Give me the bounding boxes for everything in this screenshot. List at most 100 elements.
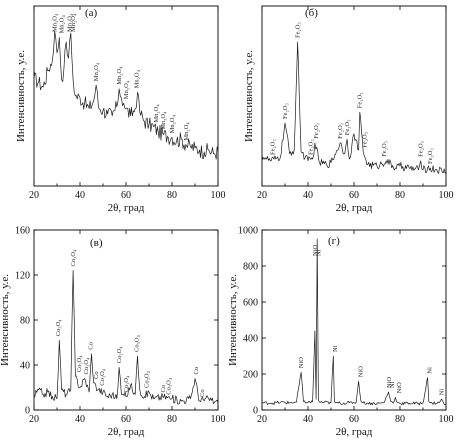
x-tick-label: 20 — [257, 414, 267, 425]
peak-label: Mn₂O₄ — [116, 66, 123, 85]
peak-label: Co — [160, 385, 167, 393]
chart-panel-c: 20 40 60 80 100 0 40 80 120 160 2θ, град Интенсивно… — [0, 226, 226, 439]
diffraction-trace — [261, 238, 447, 406]
x-tick-label: 40 — [303, 190, 313, 201]
x-tick-label: 100 — [211, 414, 226, 425]
peak-label: Mn₂O₄ — [93, 62, 100, 81]
x-tick-label: 60 — [121, 414, 131, 425]
peak-label: NiO — [357, 366, 364, 378]
peak-label: Ni — [389, 381, 396, 388]
peak-label: Co₃O₄ — [166, 377, 173, 395]
x-tick-label: 20 — [29, 190, 39, 201]
peak-label: Co₃O₄ — [123, 375, 130, 393]
x-tick-label: 80 — [395, 414, 405, 425]
x-tick-label: 100 — [439, 414, 454, 425]
x-tick-label: 80 — [395, 190, 405, 201]
y-tick-label: 200 — [243, 370, 258, 381]
y-tick-label: 160 — [15, 226, 30, 237]
peak-label: Co₃O₄ — [144, 370, 151, 388]
peak-label: Co₃O₄ — [133, 334, 140, 352]
y-tick-label: 80 — [20, 316, 30, 327]
y-axis-title: Интенсивность, у.е. — [0, 274, 11, 366]
x-tick-label: 40 — [75, 414, 85, 425]
peak-label: Co — [193, 367, 200, 375]
peak-label: Fe₂O₃ — [427, 148, 434, 164]
peak-label: NiO — [298, 357, 305, 369]
y-tick-label: 0 — [253, 406, 258, 417]
y-axis-title: Интенсивность, у.е. — [15, 50, 27, 142]
x-tick-label: 40 — [303, 414, 313, 425]
peak-label: Ni — [315, 249, 322, 256]
peak-label: Co₃O₄ — [99, 368, 106, 386]
peak-label: Fe₂O₃ — [381, 141, 388, 157]
y-tick-label: 600 — [243, 298, 258, 309]
x-axis-title: 2θ, град — [108, 426, 145, 438]
x-tick-label: 60 — [349, 190, 359, 201]
y-tick-label: 400 — [243, 334, 258, 345]
peak-label: Mn₂O₄ — [133, 69, 140, 88]
peak-label: Co — [199, 389, 206, 397]
peak-label: Mn₂O₄ — [70, 13, 77, 32]
x-tick-label: 60 — [349, 414, 359, 425]
x-axis-title: 2θ, град — [108, 202, 145, 214]
peak-label: Mn₂O₄ — [59, 15, 66, 34]
peak-label: Fe₂O₃ — [282, 103, 289, 119]
plot-frame — [261, 5, 447, 187]
peak-label: Co₃O₄ — [83, 357, 90, 375]
peak-label: Mn₂O₄ — [123, 80, 130, 99]
peak-label: Fe₂O₃ — [337, 123, 344, 139]
peak-label: Co — [87, 342, 94, 350]
x-tick-label: 60 — [121, 190, 131, 201]
peak-label: Mn₂O₄ — [153, 104, 160, 123]
panel-label: (в) — [90, 237, 103, 249]
peak-label: Fe₂O₃ — [357, 92, 364, 108]
peak-label: Fe₂O₃ — [307, 139, 314, 155]
peak-label: Mn₂O₄ — [52, 13, 59, 32]
peak-label: Co — [93, 371, 100, 379]
panel-label: (г) — [328, 235, 340, 247]
peak-label: Co₃O₄ — [116, 346, 123, 364]
peak-label: Mn₂O₄ — [169, 114, 176, 133]
y-tick-label: 0 — [25, 406, 30, 417]
peak-label: Ni — [426, 367, 433, 374]
peak-label: Co₃O₄ — [76, 355, 83, 373]
y-tick-label: 40 — [20, 361, 30, 372]
x-tick-label: 80 — [167, 190, 177, 201]
diffraction-trace — [261, 41, 447, 174]
x-tick-label: 100 — [211, 190, 226, 201]
peak-label: Mn₂O₄ — [67, 13, 74, 32]
peak-label: NiO — [396, 382, 403, 394]
diffraction-trace — [33, 30, 219, 160]
panel-label: (а) — [85, 7, 98, 19]
peak-label: NiO — [386, 377, 393, 389]
peak-label: Fe₂O₃ — [295, 22, 302, 38]
y-axis-title: Интенсивность, у.е. — [227, 274, 239, 366]
y-tick-label: 1000 — [238, 226, 258, 237]
x-tick-label: 40 — [75, 190, 85, 201]
peak-label: Co₃O₄ — [55, 319, 62, 337]
plot-frame — [261, 229, 447, 411]
x-axis-title: 2θ, град — [336, 426, 373, 438]
peak-label: Ni — [332, 345, 339, 352]
peak-label: NiO — [312, 245, 319, 257]
y-tick-label: 800 — [243, 262, 258, 273]
x-tick-label: 80 — [167, 414, 177, 425]
chart-panel-a: 20 40 60 80 100 2θ, град Интенсивность, у.е. (а… — [15, 5, 226, 214]
peak-label: Fe₂O₃ — [269, 139, 276, 155]
x-tick-label: 20 — [257, 190, 267, 201]
peak-label: Ni — [438, 389, 445, 396]
peak-label: Fe₂O₃ — [418, 141, 425, 157]
peak-label: Fe₂O₃ — [313, 123, 320, 139]
panel-label: (б) — [305, 7, 318, 19]
peak-label: Fe₂O₃ — [344, 119, 351, 135]
peak-label: Fe₂O₃ — [361, 132, 368, 148]
x-tick-label: 20 — [29, 414, 39, 425]
peak-label: Mn₂O₄ — [160, 111, 167, 130]
x-tick-label: 100 — [439, 190, 454, 201]
peak-label: Mn₂O₄ — [183, 122, 190, 141]
diffraction-trace — [34, 270, 219, 405]
chart-panel-b: 20 40 60 80 100 2θ, град Интенсивность, у.е. (б… — [243, 5, 454, 214]
y-axis-title: Интенсивность, у.е. — [243, 50, 255, 142]
